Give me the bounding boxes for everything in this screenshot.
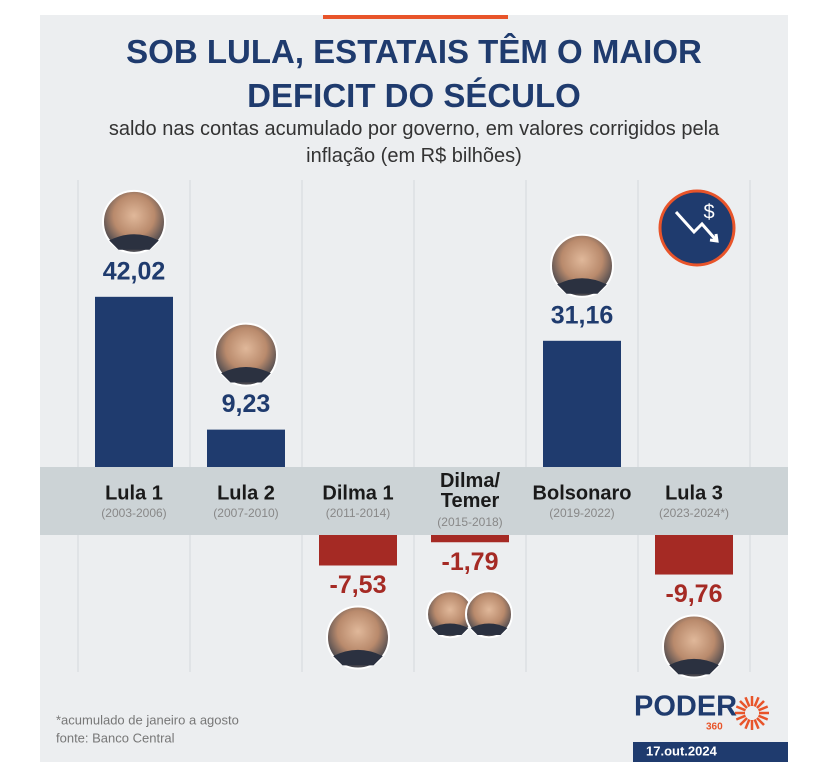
portrait-suit	[109, 234, 159, 250]
value-label: 31,16	[551, 301, 614, 329]
portrait-suit	[470, 623, 508, 635]
sun-ray	[744, 718, 751, 730]
bar	[431, 535, 509, 543]
category-label: Lula 2	[217, 482, 275, 504]
category-label: Lula 3	[665, 482, 723, 504]
category-label: Lula 1	[105, 482, 163, 504]
portrait	[214, 322, 278, 387]
sun-ray	[735, 714, 747, 721]
value-label: -7,53	[330, 571, 387, 599]
portrait	[550, 233, 614, 298]
portrait-suit	[431, 623, 469, 635]
portrait	[465, 590, 513, 639]
sun-ray	[757, 714, 769, 721]
portrait	[326, 605, 390, 670]
sun-ray	[757, 705, 769, 712]
category-label: Bolsonaro	[533, 482, 632, 504]
sun-ray	[739, 717, 748, 726]
bar	[543, 340, 621, 467]
bar	[655, 535, 733, 575]
chart-subtitle: saldo nas contas acumulado por governo, …	[108, 118, 720, 167]
portrait	[662, 614, 726, 679]
sun-ray	[756, 700, 765, 709]
chart-title: SOB LULA, ESTATAIS TÊM O MAIOR DEFICIT D…	[126, 33, 702, 114]
portrait	[102, 189, 166, 254]
date: 17.out.2024	[646, 743, 718, 758]
sun-ray	[744, 696, 751, 708]
period-label: (2015-2018)	[437, 515, 502, 529]
sun-ray	[753, 696, 760, 708]
label-band	[40, 467, 788, 535]
note: fonte: Banco Central	[56, 730, 175, 745]
bar	[319, 535, 397, 566]
value-label: -9,76	[666, 580, 723, 608]
brand: PODER	[634, 691, 737, 723]
note: *acumulado de janeiro a agosto	[56, 712, 239, 727]
sun-ray	[753, 718, 760, 730]
sun-ray	[739, 700, 748, 709]
accent-bar	[323, 15, 508, 19]
value-label: -1,79	[442, 548, 499, 576]
value-label: 42,02	[103, 257, 166, 285]
portrait-suit	[669, 658, 719, 675]
bar	[95, 296, 173, 467]
logo: PODER 360 17.out.2024	[633, 691, 788, 762]
svg-text:$: $	[703, 201, 714, 223]
period-label: (2011-2014)	[326, 506, 391, 520]
sun-ray	[735, 705, 747, 712]
category-label: Dilma 1	[322, 482, 393, 504]
sun-ray	[756, 717, 765, 726]
period-label: (2023-2024*)	[659, 506, 729, 520]
portrait-suit	[221, 367, 271, 383]
period-label: (2007-2010)	[213, 506, 278, 520]
portrait-suit	[557, 278, 607, 294]
period-label: (2019-2022)	[549, 506, 614, 520]
category-label: Dilma/Temer	[440, 470, 500, 512]
portrait-suit	[333, 649, 383, 666]
value-label: 9,23	[222, 390, 271, 418]
dollar-icon: $	[658, 189, 736, 267]
brand-sub: 360	[706, 722, 723, 733]
bar	[207, 429, 285, 467]
period-label: (2003-2006)	[101, 506, 166, 520]
